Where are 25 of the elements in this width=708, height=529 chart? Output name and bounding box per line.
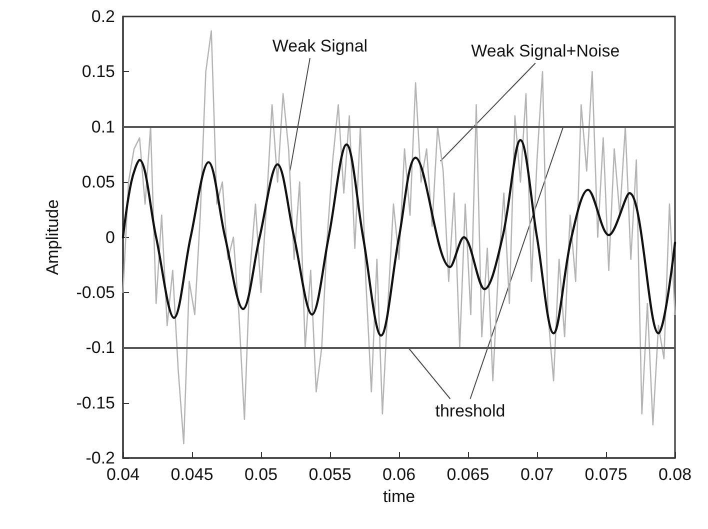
x-tick-label: 0.065 [446,465,490,484]
y-axis-title: Amplitude [43,199,62,276]
y-tick-label: 0 [106,228,115,247]
x-tick-label: 0.06 [382,465,416,484]
y-tick-label: -0.15 [76,393,115,412]
x-tick-label: 0.08 [658,465,692,484]
x-tick-label: 0.055 [308,465,352,484]
x-tick-label: 0.075 [584,465,628,484]
y-tick-label: 0.2 [91,7,115,26]
y-tick-label: 0.15 [82,62,115,82]
x-tick-label: 0.07 [520,465,554,484]
y-tick-label: 0.05 [82,172,115,192]
y-tick-label: -0.2 [86,448,115,468]
annotation: threshold [435,401,506,420]
y-tick-label: -0.05 [76,282,115,302]
x-tick-label: 0.04 [106,465,140,484]
x-tick-label: 0.045 [170,465,214,484]
y-tick-label: 0.1 [91,117,115,136]
x-axis-title: time [382,486,416,506]
line-series [122,139,676,337]
x-tick-label: 0.05 [244,465,278,484]
annotation: Weak Signal+Noise [471,42,620,61]
annotation: Weak Signal [272,36,368,56]
line-series [122,30,676,444]
y-tick-label: -0.1 [86,338,115,358]
